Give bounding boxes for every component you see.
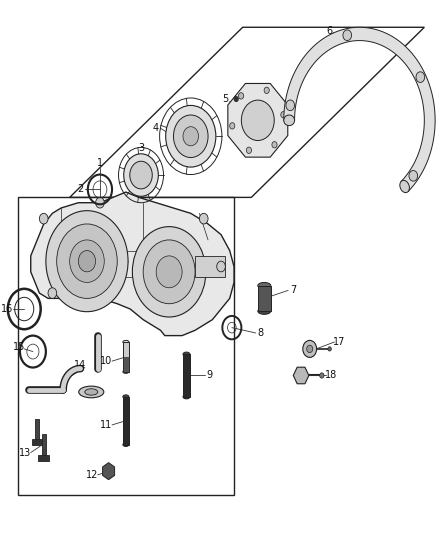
Text: 6: 6 xyxy=(326,26,332,36)
Circle shape xyxy=(199,213,208,224)
Text: 17: 17 xyxy=(333,337,346,347)
Polygon shape xyxy=(293,367,309,384)
Text: 3: 3 xyxy=(138,143,144,154)
Ellipse shape xyxy=(258,308,271,314)
Ellipse shape xyxy=(400,180,410,192)
Ellipse shape xyxy=(123,370,129,373)
Ellipse shape xyxy=(284,115,295,126)
Polygon shape xyxy=(228,84,288,157)
Text: 5: 5 xyxy=(222,94,229,104)
Text: 7: 7 xyxy=(290,286,297,295)
Text: 4: 4 xyxy=(152,123,159,133)
Ellipse shape xyxy=(183,394,190,399)
Circle shape xyxy=(409,171,417,181)
Text: 14: 14 xyxy=(74,360,86,370)
Text: 12: 12 xyxy=(86,470,99,480)
Text: 13: 13 xyxy=(19,448,32,457)
Polygon shape xyxy=(31,192,234,336)
Circle shape xyxy=(297,371,304,379)
Text: 2: 2 xyxy=(78,184,84,195)
Circle shape xyxy=(246,147,251,154)
Ellipse shape xyxy=(123,443,129,447)
Polygon shape xyxy=(102,463,115,480)
Circle shape xyxy=(78,251,95,272)
Polygon shape xyxy=(123,357,129,372)
Circle shape xyxy=(303,341,317,358)
Text: 9: 9 xyxy=(206,370,212,381)
Ellipse shape xyxy=(85,389,98,395)
Circle shape xyxy=(281,111,286,118)
Circle shape xyxy=(57,224,117,298)
Circle shape xyxy=(264,87,269,93)
Ellipse shape xyxy=(123,395,129,399)
Polygon shape xyxy=(42,434,46,455)
Polygon shape xyxy=(38,455,49,461)
Polygon shape xyxy=(32,439,43,445)
Circle shape xyxy=(183,127,198,146)
Circle shape xyxy=(166,106,216,167)
Circle shape xyxy=(328,347,331,351)
Text: 11: 11 xyxy=(100,420,113,430)
Circle shape xyxy=(39,213,48,224)
Polygon shape xyxy=(195,256,226,277)
Circle shape xyxy=(272,142,277,148)
Circle shape xyxy=(156,256,182,288)
Polygon shape xyxy=(123,397,129,445)
Circle shape xyxy=(70,240,104,282)
Circle shape xyxy=(307,345,313,353)
Circle shape xyxy=(130,161,152,189)
Polygon shape xyxy=(258,286,271,311)
Text: 16: 16 xyxy=(1,304,14,314)
Text: 15: 15 xyxy=(13,342,25,352)
Circle shape xyxy=(234,96,238,102)
Circle shape xyxy=(46,211,128,312)
Circle shape xyxy=(239,93,244,99)
Text: 1: 1 xyxy=(97,158,103,168)
Circle shape xyxy=(416,72,425,83)
Circle shape xyxy=(132,227,206,317)
Polygon shape xyxy=(35,418,39,439)
Circle shape xyxy=(48,288,57,298)
Circle shape xyxy=(320,373,324,378)
Text: 10: 10 xyxy=(100,356,113,366)
Circle shape xyxy=(241,100,274,141)
Ellipse shape xyxy=(183,352,190,357)
Circle shape xyxy=(230,123,235,129)
Ellipse shape xyxy=(79,386,104,398)
Circle shape xyxy=(217,261,226,272)
Circle shape xyxy=(173,115,208,158)
Text: 18: 18 xyxy=(325,370,337,381)
Circle shape xyxy=(106,467,112,475)
Polygon shape xyxy=(183,354,190,397)
Ellipse shape xyxy=(123,341,129,344)
Circle shape xyxy=(95,197,104,208)
Circle shape xyxy=(143,240,195,304)
Text: 8: 8 xyxy=(258,328,264,338)
Circle shape xyxy=(124,154,158,196)
Ellipse shape xyxy=(258,282,271,289)
Polygon shape xyxy=(284,27,435,191)
Circle shape xyxy=(343,30,352,41)
Polygon shape xyxy=(123,342,129,372)
Circle shape xyxy=(286,100,295,111)
